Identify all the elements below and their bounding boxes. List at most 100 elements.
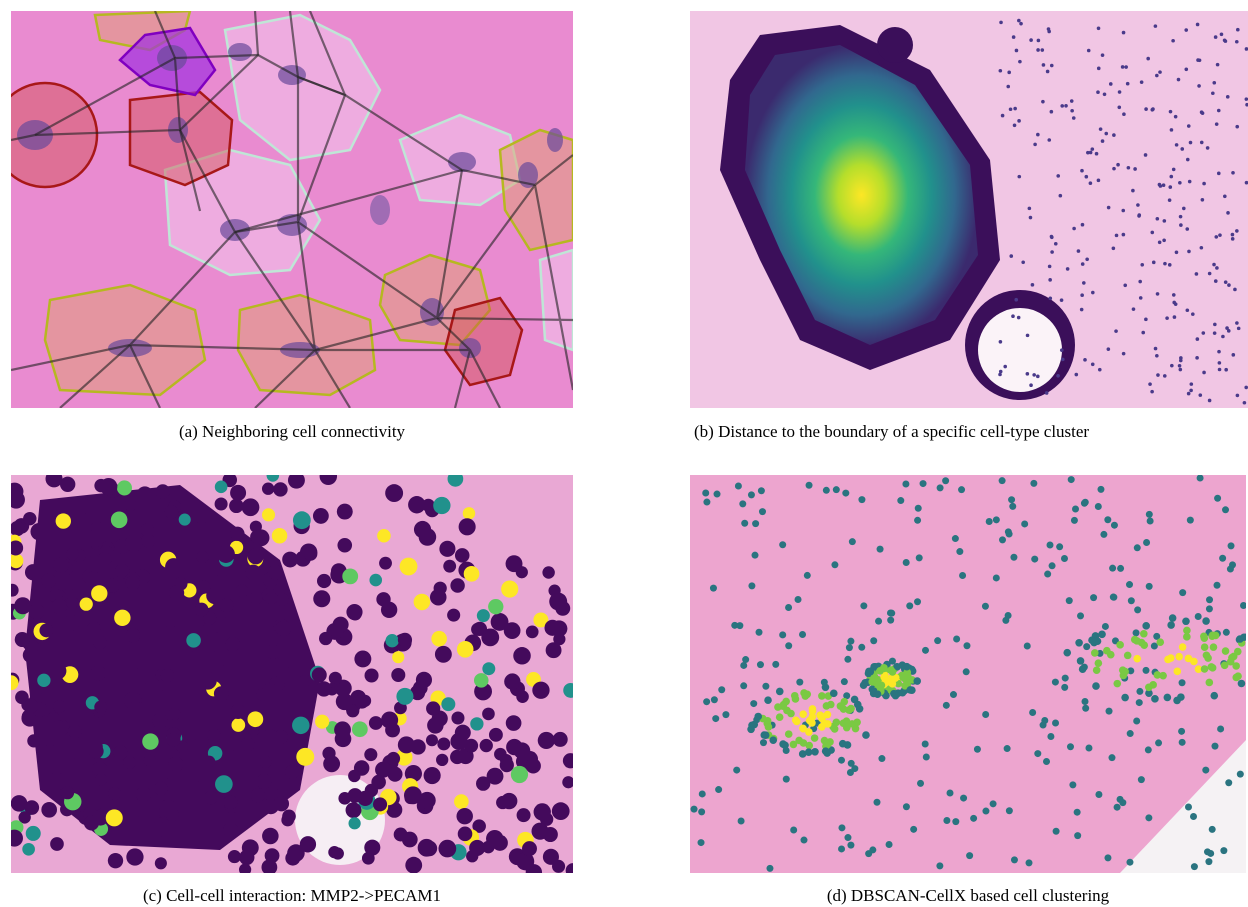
cell-dot [1226,565,1234,573]
cell-dot [917,779,925,787]
cell-dot [261,482,275,495]
cell-dot [1116,162,1120,167]
cell-dot [1171,167,1176,172]
cell-dot [998,477,1006,485]
cell-dot [213,686,229,702]
cell-dot [1095,790,1103,798]
cell-dot [1046,27,1051,31]
cell-dot [299,674,312,687]
cell-dot [1178,738,1186,746]
cell-dot [740,682,748,690]
cell-dot [818,712,827,721]
cell-dot [186,633,201,648]
cell-dot [1048,562,1056,570]
cell-dot [113,745,128,760]
cell-dot [282,551,299,568]
cell-dot [262,827,279,845]
cell-dot [1244,97,1248,101]
cell-dot [1010,856,1018,864]
cell-dot [166,732,181,747]
cell-dot [238,863,252,873]
cell-dot [287,475,305,489]
cell-dot [1214,235,1219,239]
cell-dot [469,839,486,856]
cell-dot [1097,485,1105,493]
cell-dot [364,668,379,683]
cell-dot [1156,638,1165,646]
cell-dot [1187,249,1191,254]
cell-dot [1012,123,1017,128]
cell-dot [901,681,909,690]
cell-dot [1047,264,1052,269]
cell-dot [1047,138,1052,142]
cell-dot [431,630,447,647]
cell-dot [1220,661,1229,670]
cell-dot [1199,110,1204,114]
cell-dot [312,508,329,524]
cell-dot [1178,358,1183,363]
cell-dot [1168,185,1173,189]
background-region [1120,740,1246,873]
cell-dot [1138,296,1143,300]
cell-dot [785,603,793,611]
cell-dot [791,695,800,703]
caption: (c) Cell-cell interaction: MMP2->PECAM1 [143,886,441,905]
cell-dot [1096,90,1100,94]
cell-dot [902,559,910,567]
cell-dot [1025,372,1030,376]
cell-dot [123,755,137,769]
cell-dot [49,720,68,738]
cell-dot [348,817,361,830]
cell-dot [94,773,108,786]
cell-dot [1030,479,1038,487]
cell-dot [29,603,45,620]
cell-dot [1017,119,1021,123]
cell-dot [848,538,856,546]
cell-dot [902,803,910,811]
cell-dot [371,774,386,790]
cell-dot [259,755,272,769]
cell-dot [1189,388,1193,393]
cell-dot [1069,781,1077,789]
cell-dot [1150,642,1158,650]
cell-dot [999,536,1007,544]
cell-dot [1202,370,1206,375]
cell-dot [1000,113,1005,118]
cell-dot [443,559,457,573]
cell-dot [1158,70,1162,74]
cell-dot [1036,38,1041,43]
cell-dot [405,856,423,873]
cell-dot [441,697,456,712]
cell-dot [434,645,452,663]
cell-dot [782,775,790,783]
cell-dot [1064,103,1068,108]
cell-dot [30,523,48,541]
cell-dot [223,795,238,810]
cell-dot [1120,65,1125,69]
cell-dot [1169,174,1174,179]
cell-dot [23,511,37,526]
cell-dot [1136,687,1144,695]
cell-dot [785,642,793,650]
cell-dot [1110,593,1118,601]
cell-dot [1222,628,1230,636]
cell-dot [1114,329,1118,333]
cell-dot [215,775,233,793]
cell-dot [811,747,819,756]
cell-dot [779,541,787,549]
cell-dot [919,480,927,488]
cell-dot [998,339,1003,344]
cell-dot [906,602,914,610]
cell-dot [790,826,798,834]
cell-dot [227,850,242,864]
cell-dot [347,788,363,803]
cell-dot [1189,382,1194,386]
cell-dot [1061,357,1065,362]
cell-dot [140,523,154,537]
cell-dot [838,824,846,832]
cell-dot [1214,494,1222,502]
cell-dot [11,553,24,569]
cell-dot [85,555,104,573]
cell-dot [1235,321,1239,325]
cell-dot [702,489,710,497]
